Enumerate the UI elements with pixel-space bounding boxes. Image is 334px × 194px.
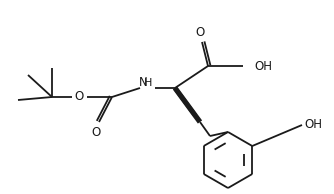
- Text: O: O: [92, 126, 101, 139]
- Text: H: H: [144, 78, 152, 88]
- Text: OH: OH: [304, 119, 322, 132]
- Text: O: O: [74, 90, 84, 104]
- Text: N: N: [139, 76, 147, 89]
- Text: OH: OH: [254, 60, 272, 73]
- Text: O: O: [195, 27, 205, 40]
